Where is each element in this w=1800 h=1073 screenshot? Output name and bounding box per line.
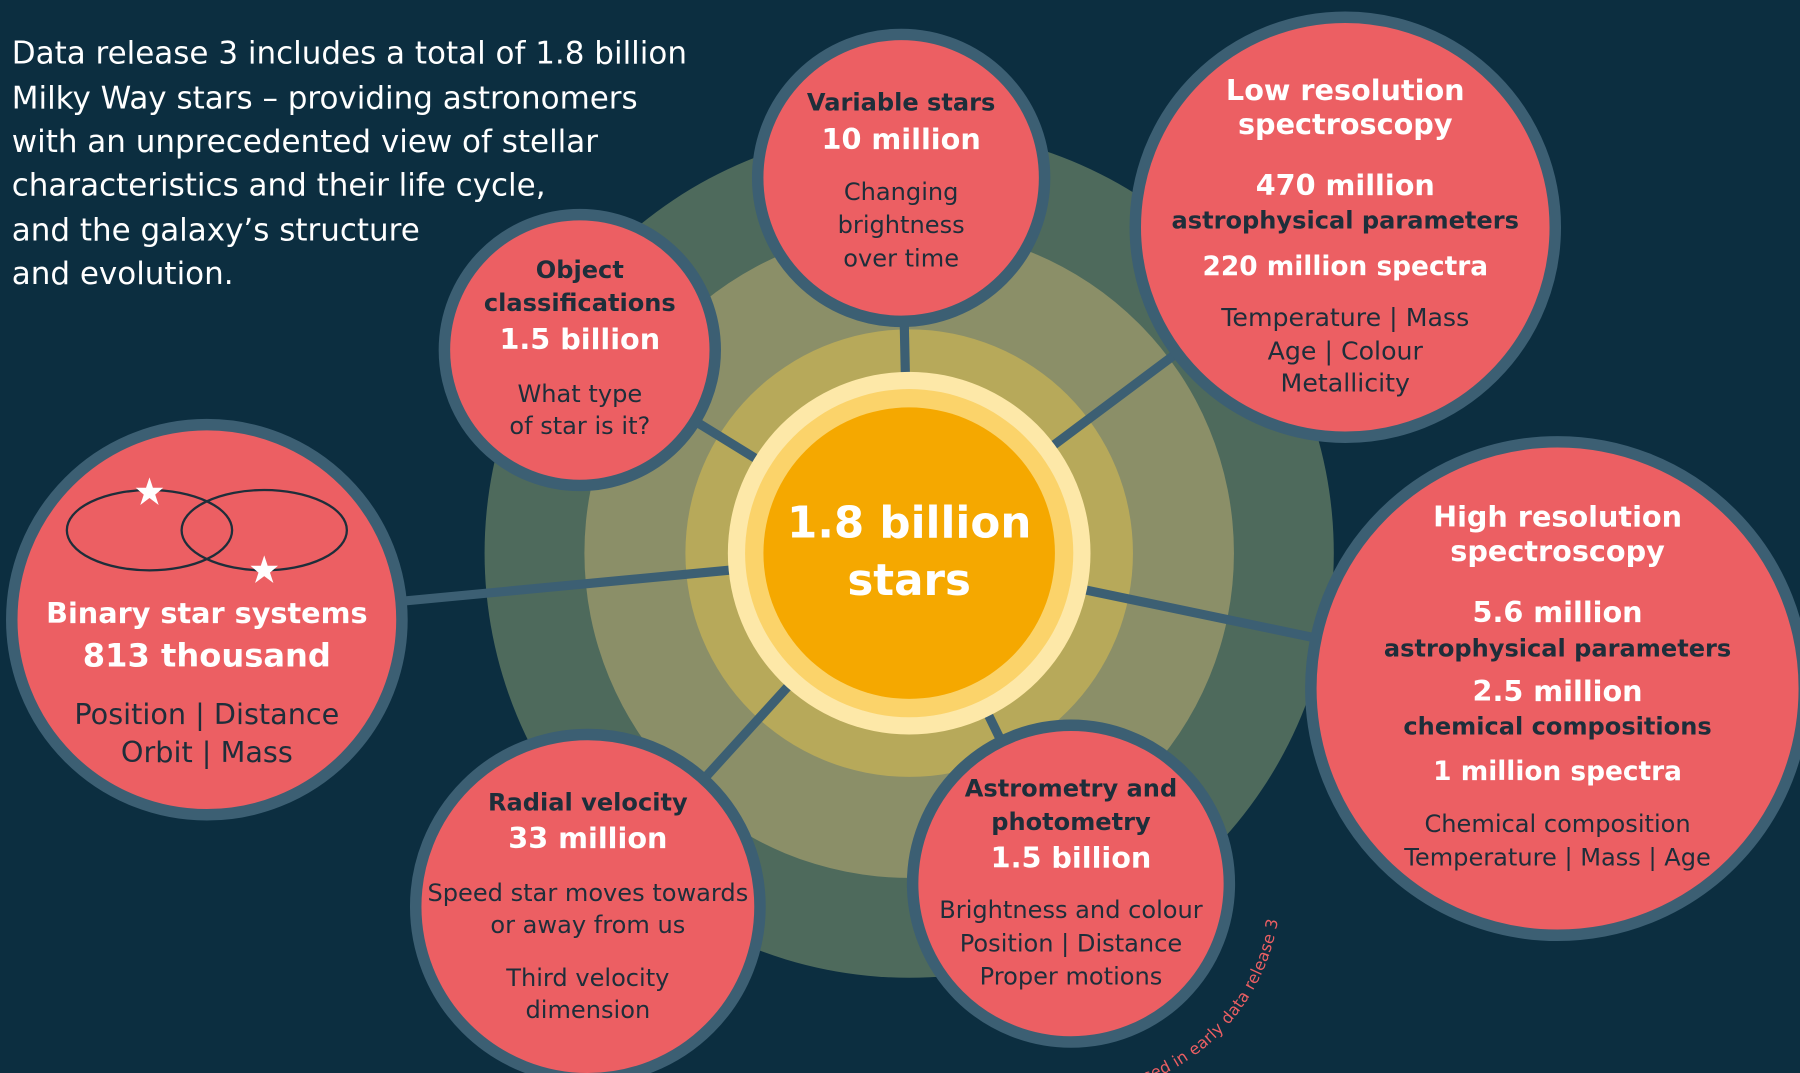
node-circle: [410, 728, 766, 1073]
node-line: Temperature | Mass: [1220, 303, 1469, 332]
node-line: 10 million: [822, 122, 981, 156]
node-line: 1 million spectra: [1433, 757, 1682, 787]
node-line: astrophysical parameters: [1172, 206, 1519, 234]
core: [763, 407, 1055, 699]
node: Radial velocity 33 million Speed star move…: [410, 728, 766, 1073]
center-text: 1.8 billion: [787, 499, 1031, 549]
node-line: 2.5 million: [1473, 674, 1643, 708]
node-line: brightness: [838, 211, 965, 239]
node-circle: [906, 719, 1236, 1048]
node-circle: [6, 418, 408, 821]
node-line: spectroscopy: [1238, 107, 1453, 141]
intro-line: with an unprecedented view of stellar: [12, 124, 598, 160]
node: Binary star systems 813 thousand Position …: [6, 418, 408, 821]
star: [250, 555, 279, 583]
node-line: Orbit | Mass: [121, 735, 293, 769]
node-line: Metallicity: [1281, 368, 1410, 397]
node-line: 5.6 million: [1473, 595, 1643, 629]
node-circle: [751, 28, 1051, 328]
node-line: spectroscopy: [1450, 534, 1665, 568]
node: Variable stars 10 million Changing brightne…: [751, 28, 1051, 328]
node-line: 470 million: [1256, 168, 1435, 202]
node-line: Third velocity: [505, 964, 669, 992]
node-line: Brightness and colour: [939, 896, 1203, 924]
node-line: photometry: [991, 808, 1151, 836]
node-line: over time: [843, 244, 959, 272]
node-line: of star is it?: [509, 412, 650, 440]
node-line: astrophysical parameters: [1384, 635, 1731, 663]
node-circle: [438, 208, 721, 492]
node: Object classifications 1.5 billion What typ…: [438, 208, 721, 492]
node-line: High resolution: [1433, 500, 1682, 534]
node-line: 1.5 billion: [991, 841, 1152, 875]
node-line: Object: [536, 256, 624, 284]
nodes: Variable stars 10 million Changing brightne…: [6, 11, 1800, 1073]
node-line: 220 million spectra: [1203, 252, 1488, 282]
node-line: Low resolution: [1226, 73, 1465, 107]
node-circle: [1305, 436, 1800, 941]
node-line: Astrometry and: [965, 775, 1177, 803]
node-line: or away from us: [490, 911, 685, 939]
node-line: 1.5 billion: [499, 322, 660, 356]
node-line: Binary star systems: [46, 596, 367, 630]
node-line: Radial velocity: [488, 788, 688, 816]
intro-line: Data release 3 includes a total of 1.8 b…: [12, 36, 687, 72]
center-text: stars: [847, 556, 971, 606]
intro-line: Milky Way stars – providing astronomers: [12, 80, 638, 116]
intro: Data release 3 includes a total of 1.8 b…: [12, 36, 687, 292]
node-line: Changing: [844, 178, 959, 206]
node-line: Position | Distance: [74, 697, 339, 731]
intro-line: and the galaxy’s structure: [12, 212, 420, 248]
node-line: classifications: [484, 289, 676, 317]
node-line: Speed star moves towards: [427, 879, 748, 907]
node-line: 33 million: [508, 821, 667, 855]
intro-line: and evolution.: [12, 256, 234, 292]
node-line: Age | Colour: [1268, 336, 1424, 365]
node-line: Chemical composition: [1424, 810, 1690, 838]
node-line: What type: [517, 380, 642, 408]
binary-icon: [65, 477, 349, 583]
node-line: Position | Distance: [960, 929, 1182, 957]
node-line: chemical compositions: [1403, 713, 1711, 741]
node: Astrometry and photometry 1.5 billion Brigh…: [906, 719, 1236, 1048]
star: [135, 477, 164, 505]
node-circle: [1129, 11, 1562, 443]
node-line: 813 thousand: [83, 637, 331, 675]
node-line: dimension: [525, 996, 650, 1024]
intro-line: characteristics and their life cycle,: [12, 168, 546, 204]
node-line: Variable stars: [807, 88, 995, 116]
node-line: Temperature | Mass | Age: [1403, 843, 1711, 871]
node-line: Proper motions: [980, 963, 1163, 991]
